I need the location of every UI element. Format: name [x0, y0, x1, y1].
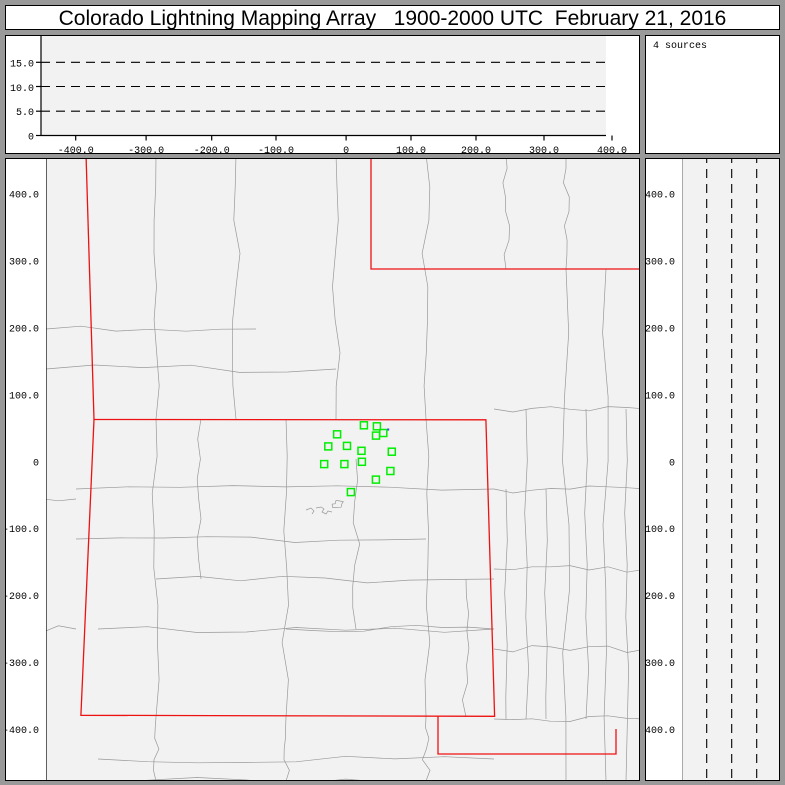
svg-text:400.0: 400.0 [597, 146, 627, 155]
svg-text:15.0: 15.0 [10, 60, 34, 71]
svg-text:200.0: 200.0 [645, 324, 675, 335]
svg-text:400.0: 400.0 [9, 191, 39, 202]
svg-text:-400.0: -400.0 [5, 726, 39, 737]
svg-text:400.0: 400.0 [645, 191, 675, 202]
svg-text:300.0: 300.0 [529, 146, 559, 155]
svg-text:5.0: 5.0 [16, 108, 34, 119]
svg-text:100.0: 100.0 [396, 146, 426, 155]
svg-text:-100.0: -100.0 [5, 525, 39, 536]
svg-text:300.0: 300.0 [9, 257, 39, 268]
svg-text:-100.0: -100.0 [645, 525, 675, 536]
svg-text:300.0: 300.0 [645, 257, 675, 268]
svg-text:-200.0: -200.0 [645, 592, 675, 603]
svg-text:-400.0: -400.0 [645, 726, 675, 737]
svg-text:0: 0 [33, 458, 39, 469]
svg-text:10.0: 10.0 [10, 84, 34, 95]
svg-text:-300.0: -300.0 [5, 659, 39, 670]
svg-text:-300.0: -300.0 [645, 659, 675, 670]
svg-text:-200.0: -200.0 [5, 592, 39, 603]
svg-text:200.0: 200.0 [461, 146, 491, 155]
svg-text:0: 0 [669, 458, 675, 469]
svg-text:-100.0: -100.0 [258, 146, 294, 155]
svg-text:200.0: 200.0 [9, 324, 39, 335]
svg-text:-200.0: -200.0 [194, 146, 230, 155]
svg-text:100.0: 100.0 [9, 391, 39, 402]
svg-text:100.0: 100.0 [645, 391, 675, 402]
svg-text:0: 0 [343, 146, 349, 155]
svg-text:0: 0 [28, 133, 34, 144]
svg-text:-300.0: -300.0 [128, 146, 164, 155]
svg-text:-400.0: -400.0 [58, 146, 94, 155]
